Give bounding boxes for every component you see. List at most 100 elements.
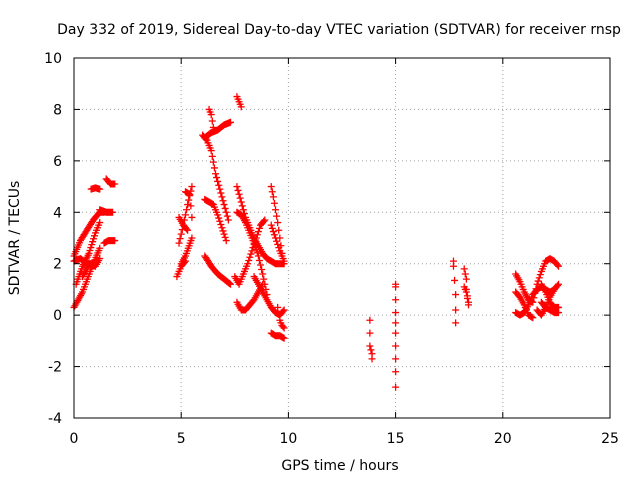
data-point (214, 177, 222, 185)
data-point (366, 316, 374, 324)
data-point (217, 221, 225, 228)
data-point (268, 188, 276, 196)
data-point (181, 211, 189, 219)
data-point (219, 197, 227, 205)
data-point (462, 275, 470, 283)
data-point (218, 224, 226, 232)
data-point (223, 212, 231, 220)
y-tick-label: -2 (48, 360, 62, 376)
data-point (111, 237, 119, 245)
x-tick-label: 5 (177, 431, 186, 447)
data-point (213, 174, 221, 182)
data-point (392, 283, 400, 291)
x-axis-label: GPS time / hours (281, 458, 398, 474)
data-point (215, 214, 223, 222)
data-point (249, 244, 257, 252)
data-point (208, 152, 216, 160)
x-tick-label: 25 (601, 431, 619, 447)
data-point (464, 301, 472, 309)
y-tick-label: -4 (48, 411, 62, 427)
axis-ticks (73, 57, 611, 419)
data-point (96, 219, 104, 227)
data-points (70, 93, 563, 391)
chart-title: Day 332 of 2019, Sidereal Day-to-day VTE… (57, 22, 621, 38)
data-point (273, 237, 281, 245)
data-point (392, 368, 400, 376)
data-point (553, 261, 561, 269)
y-tick-label: 10 (44, 51, 62, 67)
data-point (260, 275, 268, 283)
data-point (184, 201, 192, 209)
data-point (267, 221, 275, 229)
data-point (392, 329, 400, 337)
data-point (280, 334, 288, 342)
data-point (463, 294, 471, 302)
data-point (553, 282, 561, 290)
data-point (269, 228, 277, 236)
data-point (96, 244, 104, 252)
data-point (449, 262, 457, 270)
data-point (261, 216, 269, 224)
x-tick-label: 20 (494, 431, 512, 447)
data-point (247, 250, 255, 258)
data-point (392, 319, 400, 327)
data-point (209, 158, 217, 166)
data-point (210, 164, 218, 172)
data-point (255, 224, 263, 232)
data-point (452, 291, 460, 299)
data-point (269, 193, 277, 201)
data-point (187, 202, 195, 210)
data-point (215, 181, 223, 189)
data-point (280, 306, 288, 314)
y-tick-label: 4 (53, 205, 62, 221)
data-point (555, 303, 563, 311)
data-point (274, 303, 282, 311)
data-point (392, 383, 400, 391)
data-point (536, 271, 544, 279)
data-point (366, 329, 374, 337)
data-point (275, 226, 283, 234)
data-point (366, 342, 374, 350)
data-point (218, 193, 226, 201)
y-tick-label: 2 (53, 257, 62, 273)
data-point (280, 324, 288, 332)
data-point (235, 190, 243, 198)
data-point (233, 183, 241, 191)
data-point (188, 213, 196, 221)
data-point (186, 190, 194, 198)
data-point (219, 227, 227, 235)
data-point (274, 240, 282, 248)
data-point (254, 252, 262, 260)
data-point (246, 253, 254, 261)
data-point (237, 103, 245, 111)
data-point (184, 226, 192, 234)
data-point (279, 307, 287, 315)
data-point (221, 204, 229, 212)
data-point (267, 183, 275, 191)
data-point (214, 211, 222, 219)
data-point (234, 186, 242, 194)
plot-frame (73, 57, 611, 419)
data-point (392, 309, 400, 317)
grid (74, 58, 610, 418)
data-point (248, 247, 256, 255)
data-point (555, 280, 563, 288)
data-point (221, 233, 229, 241)
data-point (236, 194, 244, 202)
data-point (452, 306, 460, 314)
data-point (109, 208, 117, 216)
data-point (227, 118, 235, 126)
x-tick-label: 10 (279, 431, 297, 447)
data-point (217, 189, 225, 197)
data-point (392, 342, 400, 350)
data-point (111, 180, 119, 188)
x-tick-labels: 0 5 10 15 20 25 (70, 431, 619, 447)
data-point (183, 206, 191, 214)
data-point (255, 257, 263, 264)
data-point (280, 257, 288, 265)
data-point (237, 198, 245, 206)
x-tick-label: 15 (387, 431, 405, 447)
data-point (534, 277, 542, 285)
data-point (185, 196, 193, 204)
